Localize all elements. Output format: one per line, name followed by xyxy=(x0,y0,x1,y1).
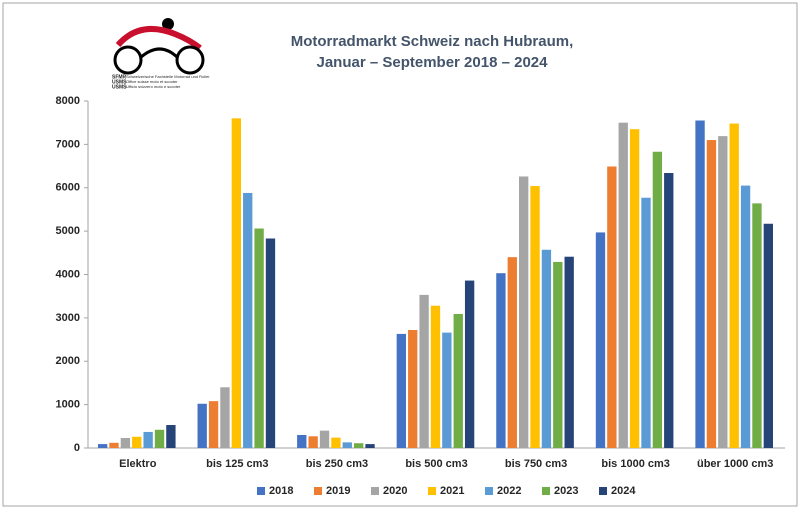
bar xyxy=(208,401,219,448)
x-tick-label: bis 750 cm3 xyxy=(505,458,567,470)
bar xyxy=(763,223,773,448)
bar xyxy=(419,294,429,448)
legend-swatch xyxy=(542,487,550,495)
bar xyxy=(132,436,142,448)
bar xyxy=(396,333,407,448)
legend-label: 2024 xyxy=(611,485,636,497)
bar xyxy=(331,437,341,448)
bar xyxy=(664,173,674,448)
y-tick-label: 4000 xyxy=(56,268,80,280)
bar xyxy=(308,436,318,448)
legend-label: 2019 xyxy=(326,485,350,497)
bar xyxy=(507,257,517,448)
x-tick-label: über 1000 cm3 xyxy=(697,458,773,470)
x-tick-label: bis 500 cm3 xyxy=(405,458,467,470)
logo-wheel xyxy=(175,45,205,75)
bar xyxy=(120,438,131,448)
bar xyxy=(243,192,253,448)
bar xyxy=(729,123,739,449)
logo-swoosh xyxy=(115,26,202,51)
legend-label: 2021 xyxy=(440,485,464,497)
bar xyxy=(143,431,153,448)
x-tick-label: bis 250 cm3 xyxy=(306,458,368,470)
y-tick-label: 8000 xyxy=(56,95,80,107)
y-tick-label: 5000 xyxy=(56,225,80,237)
bar xyxy=(652,151,663,448)
bar xyxy=(408,330,418,448)
y-tick-label: 0 xyxy=(74,442,80,454)
legend-label: 2018 xyxy=(269,485,293,497)
bar xyxy=(365,444,375,448)
legend-label: 2023 xyxy=(554,485,578,497)
bar xyxy=(618,122,628,448)
logo-body xyxy=(138,47,180,60)
bar xyxy=(265,238,276,448)
logo-head xyxy=(162,18,174,30)
bar xyxy=(97,444,108,448)
y-tick-label: 7000 xyxy=(56,138,80,150)
x-tick-label: bis 1000 cm3 xyxy=(601,458,670,470)
logo-text: Office suisse moto et scooter xyxy=(126,79,178,84)
bar xyxy=(197,403,207,448)
bar xyxy=(254,228,264,448)
bar xyxy=(752,203,762,448)
bar xyxy=(496,273,506,448)
logo-text: USMS xyxy=(112,79,127,85)
logo-text: USMS xyxy=(112,84,127,90)
chart-subtitle: Januar – September 2018 – 2024 xyxy=(317,54,549,71)
bar xyxy=(607,166,617,448)
bar xyxy=(706,140,717,448)
legend-swatch xyxy=(257,487,265,495)
x-tick-label: bis 125 cm3 xyxy=(206,458,268,470)
bar xyxy=(595,232,606,448)
logo-text: SFMR xyxy=(112,74,127,80)
bar xyxy=(342,442,352,448)
bar xyxy=(695,120,705,449)
bar xyxy=(629,129,640,448)
chart-title: Motorradmarkt Schweiz nach Hubraum, xyxy=(291,33,574,50)
y-tick-label: 3000 xyxy=(56,312,80,324)
bar xyxy=(553,261,563,448)
x-tick-label: Elektro xyxy=(119,458,157,470)
legend-label: 2020 xyxy=(383,485,407,497)
bar xyxy=(442,332,452,448)
bar xyxy=(541,249,552,448)
bar xyxy=(740,185,751,449)
bar xyxy=(718,136,728,449)
bar xyxy=(353,443,364,448)
legend-swatch xyxy=(371,487,379,495)
bar xyxy=(519,176,529,448)
bar xyxy=(220,387,230,448)
legend-swatch xyxy=(599,487,607,495)
bar xyxy=(564,256,574,448)
bar xyxy=(297,434,307,448)
legend-swatch xyxy=(314,487,322,495)
bar xyxy=(464,280,475,448)
legend-label: 2022 xyxy=(497,485,521,497)
logo-wheel xyxy=(113,45,143,75)
bar xyxy=(109,442,119,448)
legend-swatch xyxy=(485,487,493,495)
bar xyxy=(453,313,463,448)
y-tick-label: 6000 xyxy=(56,182,80,194)
logo: SFMR Schweizerische Fachstelle Motorrad … xyxy=(112,18,210,90)
bar xyxy=(319,430,330,448)
bar xyxy=(166,425,176,448)
bar xyxy=(231,118,241,448)
logo-text: Schweizerische Fachstelle Motorrad und R… xyxy=(126,74,210,79)
bar xyxy=(154,429,165,448)
bar xyxy=(530,186,540,448)
bar xyxy=(641,197,651,448)
legend-swatch xyxy=(428,487,436,495)
logo-text: Ufficio svizzero moto e scooter xyxy=(126,84,181,89)
bar xyxy=(430,305,441,448)
y-tick-label: 2000 xyxy=(56,355,80,367)
y-tick-label: 1000 xyxy=(56,399,80,411)
